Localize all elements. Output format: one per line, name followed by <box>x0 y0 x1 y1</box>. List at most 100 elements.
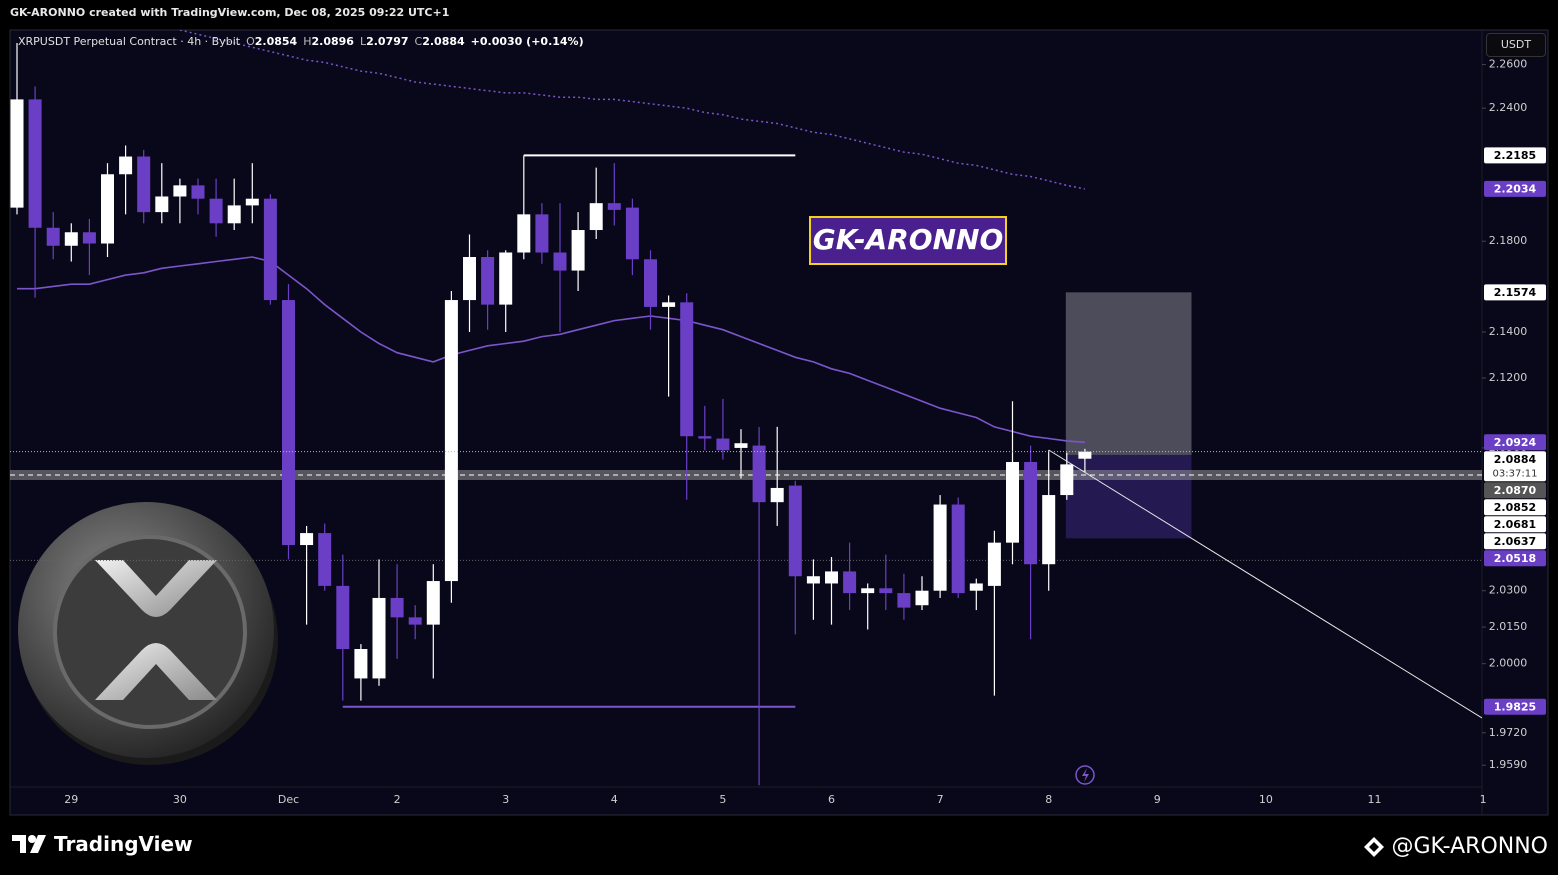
price-badge <box>1484 434 1546 451</box>
ohlc-value: 2.0854 <box>254 35 298 48</box>
legend: XRPUSDT Perpetual Contract · 4h · Bybit … <box>18 35 584 48</box>
position-target-zone <box>1065 292 1192 455</box>
alert-icon <box>1075 765 1095 785</box>
price-badge <box>1484 516 1546 533</box>
y-tick-label: 2.0150 <box>1489 620 1528 633</box>
coin-logo <box>18 502 278 765</box>
x-tick-label: 6 <box>828 793 835 806</box>
candle-body <box>716 438 730 451</box>
candle-body <box>10 99 24 208</box>
price-badge <box>1484 499 1546 516</box>
brand-name: TradingView <box>54 832 193 856</box>
price-badge-label: 2.1574 <box>1494 286 1537 299</box>
candle-body <box>1078 451 1092 459</box>
candle-body <box>318 533 332 586</box>
x-tick-label: 3 <box>502 793 509 806</box>
candle-body <box>698 436 712 439</box>
x-tick-label: Dec <box>278 793 299 806</box>
candle-body <box>589 203 603 231</box>
candle-body <box>644 259 657 307</box>
y-tick-label: 2.0000 <box>1489 657 1528 670</box>
candle-body <box>1024 462 1038 565</box>
currency-button[interactable]: USDT <box>1486 33 1546 57</box>
candle-body <box>336 585 350 650</box>
price-badge <box>1484 284 1546 301</box>
ohlc-value: 2.0884 <box>422 35 465 48</box>
candle-body <box>535 214 549 253</box>
candle-body <box>354 649 368 679</box>
x-tick-label: 9 <box>1154 793 1161 806</box>
candle-body <box>426 581 440 625</box>
y-tick-label: 1.9590 <box>1489 758 1528 771</box>
price-badge-label: 2.2185 <box>1494 149 1536 162</box>
candle-body <box>861 588 875 594</box>
candle-body <box>28 99 42 228</box>
candle-body <box>879 588 893 594</box>
y-tick-label: 2.1200 <box>1489 371 1528 384</box>
symbol: XRPUSDT Perpetual Contract · 4h · Bybit <box>18 35 241 48</box>
price-badge-label: 2.0884 <box>1494 453 1537 466</box>
x-tick-label: 8 <box>1045 793 1052 806</box>
candle-body <box>662 302 676 307</box>
candle-body <box>282 300 295 546</box>
candle-body <box>933 504 947 591</box>
price-badge-label: 2.0518 <box>1494 552 1536 565</box>
candle-body <box>444 300 458 582</box>
brand-logo <box>12 835 46 853</box>
candle-body <box>680 302 694 437</box>
y-tick-label: 2.2600 <box>1489 58 1528 71</box>
candle-body <box>155 196 169 213</box>
handle: @GK-ARONNO <box>1391 834 1548 859</box>
x-tick-label: 1 <box>1480 793 1487 806</box>
y-tick-label: 2.1400 <box>1489 325 1528 338</box>
x-tick-label: 29 <box>64 793 78 806</box>
candle-body <box>245 198 259 206</box>
candle-body <box>825 571 838 584</box>
candle-body <box>734 443 748 448</box>
price-badge-label: 2.0681 <box>1494 518 1536 531</box>
x-tick-label: 11 <box>1368 793 1382 806</box>
plot <box>10 30 1482 786</box>
candle-body <box>1006 462 1019 543</box>
candle-body <box>82 232 96 244</box>
x-tick-label: 4 <box>611 793 618 806</box>
candle-body <box>463 257 476 301</box>
moving-average <box>17 256 1085 444</box>
candle-body <box>897 593 911 608</box>
y-tick-label: 2.1800 <box>1489 234 1528 247</box>
candle-body <box>408 617 422 625</box>
candle-body <box>951 504 965 594</box>
x-tick-label: 7 <box>937 793 944 806</box>
candle-body <box>137 156 151 213</box>
candle-body <box>625 207 639 260</box>
price-badge <box>1484 147 1546 164</box>
caption: GK-ARONNO created with TradingView.com, … <box>10 6 450 19</box>
price-badge-label: 2.0870 <box>1494 484 1537 497</box>
position-stop-zone <box>1065 454 1192 539</box>
candle-body <box>1042 495 1056 565</box>
watermark-box: GK-ARONNO <box>809 216 1007 265</box>
ohlc-key: L <box>359 35 367 48</box>
change: +0.0030 (+0.14%) <box>470 35 584 48</box>
price-badge <box>1484 482 1546 499</box>
handle-icon <box>1364 836 1385 857</box>
candle-body <box>806 576 820 584</box>
candle-body <box>173 185 187 197</box>
footer-brand: TradingView <box>12 832 193 856</box>
moving-average <box>179 30 1086 190</box>
price-badge <box>1484 550 1546 567</box>
candle-body <box>64 232 78 246</box>
footer-handle: @GK-ARONNO <box>1363 834 1548 859</box>
candle-body <box>46 227 60 246</box>
candle-body <box>300 533 314 546</box>
price-badge <box>1484 698 1546 715</box>
countdown: 03:37:11 <box>1493 468 1538 479</box>
trend-line <box>1048 449 1482 719</box>
candle-body <box>517 214 531 253</box>
candle-body <box>843 571 857 594</box>
candle-body <box>571 230 585 271</box>
price-badge <box>1484 533 1546 550</box>
candle-body <box>481 257 495 305</box>
